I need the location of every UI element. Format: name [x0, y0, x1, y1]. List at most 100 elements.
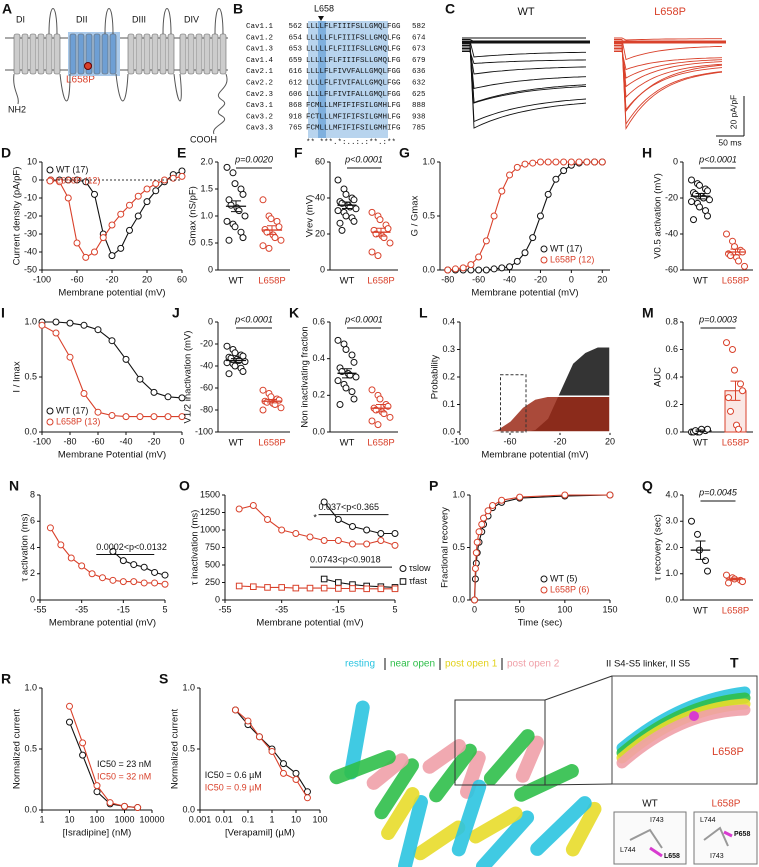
- seq-start: 654: [288, 34, 302, 42]
- marker: [498, 264, 506, 272]
- marker: [52, 329, 60, 337]
- x-tick-label: L658P: [258, 276, 285, 287]
- data-point: [271, 234, 279, 242]
- domain-label: DII: [76, 14, 88, 24]
- x-tick-label: 20: [597, 274, 607, 284]
- helix: [13, 33, 21, 75]
- x-axis-label: Membrane potential (mV): [58, 288, 165, 299]
- y-tick-label: 2.0: [200, 156, 213, 166]
- y-tick-label: 4: [30, 542, 35, 552]
- marker: [79, 739, 87, 747]
- marker: [152, 187, 160, 195]
- marker: [122, 413, 130, 421]
- y-tick-label: -60: [200, 382, 213, 392]
- data-point: [263, 398, 271, 406]
- x-tick-label: 0.001: [189, 814, 212, 824]
- marker: [540, 245, 548, 253]
- marker: [391, 541, 399, 549]
- helix-cylinder: [374, 758, 419, 820]
- marker: [552, 175, 560, 183]
- y-axis-label: Non inactivating fraction: [300, 326, 311, 427]
- y-tick-label: 0: [30, 594, 35, 604]
- marker: [334, 537, 342, 544]
- seq-end: 785: [412, 125, 426, 133]
- seq-start: 612: [288, 79, 302, 87]
- sem-bar: [376, 227, 386, 237]
- seq-name: Cav1.4: [246, 57, 274, 65]
- residue-stick: [703, 826, 729, 847]
- panel-letter: G: [399, 145, 410, 161]
- y-tick-label: -100: [195, 426, 213, 436]
- marker: [91, 190, 98, 198]
- marker: [567, 158, 575, 166]
- conserved-shade: [318, 21, 326, 138]
- mutation-spot: [689, 711, 699, 721]
- x-tick-label: 0: [569, 274, 574, 284]
- panel-letter: P: [429, 478, 438, 494]
- sem-bar: [231, 200, 241, 213]
- y-tick-label: 0.3: [442, 344, 455, 354]
- data-point: [376, 216, 384, 224]
- panel-letter: Q: [642, 478, 653, 494]
- x-tick-label: -35: [75, 604, 88, 614]
- seq-name: Cav2.2: [246, 79, 273, 87]
- current-trace: [462, 43, 587, 129]
- x-tick-label: WT: [693, 606, 708, 617]
- marker: [303, 794, 311, 802]
- data-point: [334, 336, 342, 344]
- x-tick-label: 1000: [114, 814, 134, 824]
- data-point: [368, 417, 376, 425]
- y-tick-label: 500: [205, 559, 220, 569]
- helix: [143, 33, 151, 75]
- marker: [64, 194, 72, 202]
- current-trace: [614, 48, 723, 88]
- data-point: [688, 517, 695, 525]
- marker: [82, 253, 90, 261]
- marker: [513, 257, 521, 265]
- marker: [335, 579, 342, 586]
- marker: [335, 585, 342, 592]
- marker: [478, 520, 486, 528]
- x-tick-label: WT: [693, 276, 708, 287]
- marker: [91, 248, 98, 256]
- seq-name: Cav3.1: [246, 102, 274, 110]
- x-axis-label: Membrane potential (mV): [256, 618, 363, 629]
- terminus-label: COOH: [190, 134, 217, 144]
- mutation-label: L658P: [66, 75, 95, 86]
- sem-bar: [730, 380, 741, 401]
- helix: [69, 33, 77, 75]
- marker: [363, 540, 371, 548]
- x-tick-label: 1: [269, 814, 274, 824]
- x-tick-label: 10: [291, 814, 301, 824]
- y-tick-label: -40: [665, 228, 678, 238]
- sem-bar: [231, 358, 241, 363]
- marker: [249, 502, 257, 509]
- y-tick-label: 0.5: [182, 743, 195, 753]
- seq-end: 888: [412, 102, 426, 110]
- linker: [59, 73, 71, 102]
- data-point: [735, 257, 742, 265]
- x-tick-label: -20: [105, 274, 118, 284]
- data-point: [737, 380, 744, 388]
- helix: [211, 33, 219, 75]
- y-tick-label: 0.5: [24, 371, 37, 381]
- marker: [472, 549, 480, 557]
- fit-line: [50, 170, 183, 257]
- data-point: [259, 406, 267, 414]
- x-axis-label: Membrane Potential (mV): [58, 450, 166, 461]
- data-point: [342, 212, 350, 220]
- helix-cylinder: [398, 794, 428, 867]
- helix: [93, 33, 101, 75]
- marker: [88, 570, 96, 578]
- current-trace: [462, 51, 587, 64]
- inset-frame: [611, 675, 758, 785]
- x-tick-label: L658P: [722, 276, 749, 287]
- residue-label: L658: [664, 853, 680, 860]
- marker: [235, 582, 243, 590]
- fit-line: [50, 175, 183, 259]
- trace-title: L658P: [654, 6, 686, 18]
- marker: [399, 565, 407, 572]
- marker: [57, 541, 65, 549]
- seq: LLLLLFLFIIIFSLLGMQLFG: [306, 46, 401, 54]
- seq-start: 868: [288, 102, 302, 110]
